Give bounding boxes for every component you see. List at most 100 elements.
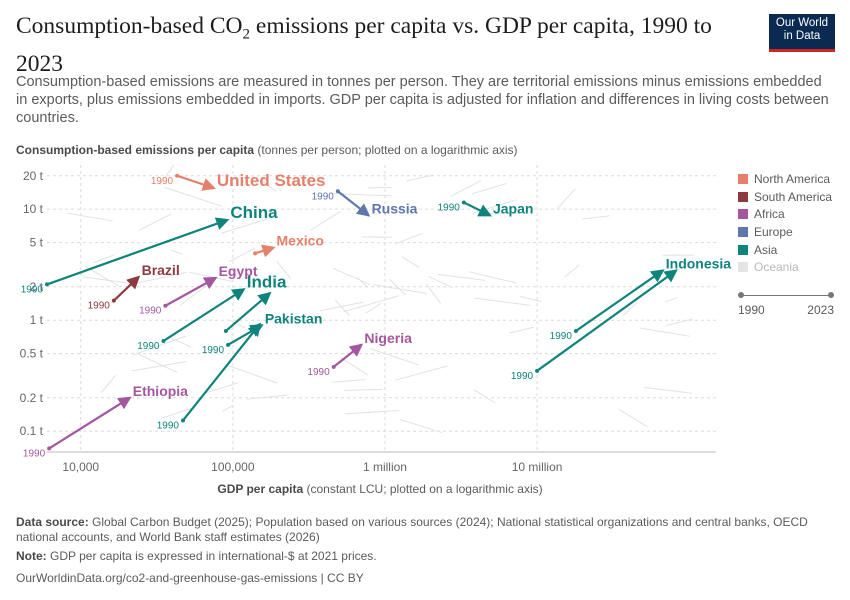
x-axis-label-rest: (constant LCU; plotted on a logarithmic …	[303, 482, 543, 496]
background-arrow	[389, 278, 406, 296]
background-arrow	[666, 318, 694, 326]
series-label: Mexico	[277, 233, 324, 249]
source-text: Global Carbon Budget (2025); Population …	[16, 515, 808, 544]
start-year-label: 1990	[438, 202, 461, 213]
series-arrow	[575, 269, 665, 332]
series-arrow	[162, 288, 246, 342]
logo-line-1: Our World	[775, 17, 829, 29]
background-arrow	[222, 405, 234, 412]
series-start-point	[180, 418, 185, 423]
y-tick-label: 0.1 t	[20, 424, 44, 438]
legend-item-asia[interactable]: Asia	[738, 241, 848, 259]
background-arrow	[437, 273, 486, 281]
background-arrow	[510, 326, 534, 334]
background-arrow	[394, 232, 423, 245]
series-start-point	[461, 200, 466, 205]
background-arrow	[159, 164, 175, 185]
start-year-label: 1990	[139, 306, 162, 317]
background-arrow	[82, 276, 127, 284]
title-subscript: 2	[242, 26, 251, 43]
series-arrow	[46, 217, 230, 286]
legend-item-south-america[interactable]: South America	[738, 188, 848, 206]
background-arrow	[474, 297, 531, 306]
timeline-slider[interactable]: 1990 2023	[738, 288, 834, 318]
series-start-point	[573, 328, 578, 333]
legend-item-africa[interactable]: Africa	[738, 205, 848, 223]
series-start-point	[335, 189, 340, 194]
background-arrow	[92, 254, 115, 264]
series-start-point	[163, 303, 168, 308]
source-url-text[interactable]: OurWorldinData.org/co2-and-greenhouse-ga…	[16, 571, 364, 585]
background-arrow	[644, 387, 692, 394]
title-main: Consumption-based CO	[16, 13, 243, 39]
start-year-label: 1990	[550, 331, 573, 342]
x-axis-label: GDP per capita (constant LCU; plotted on…	[0, 482, 760, 496]
note: Note: GDP per capita is expressed in int…	[16, 549, 836, 564]
background-arrow	[262, 181, 277, 192]
y-axis-label: Consumption-based emissions per capita (…	[16, 143, 518, 157]
start-year-label: 1990	[202, 345, 225, 356]
background-arrow	[224, 363, 278, 384]
legend-label: Asia	[754, 242, 778, 257]
legend-label: Africa	[754, 207, 785, 222]
series-start-point	[331, 364, 336, 369]
background-arrow	[473, 389, 496, 404]
start-year-label: 1990	[23, 448, 46, 459]
background-arrow	[319, 301, 364, 312]
legend-swatch	[738, 191, 748, 202]
background-arrow	[425, 283, 442, 304]
series-arrow	[176, 174, 216, 191]
start-year-label: 1990	[151, 176, 174, 187]
series-arrow	[254, 244, 276, 258]
background-arrow	[334, 299, 350, 316]
series-arrow	[536, 269, 678, 372]
background-arrow	[618, 408, 649, 428]
y-axis-label-bold: Consumption-based emissions per capita	[16, 143, 255, 157]
y-tick-label: 10 t	[23, 202, 44, 216]
start-year-label: 1990	[21, 284, 44, 295]
y-tick-label: 0.2 t	[20, 391, 44, 405]
background-arrow	[138, 213, 172, 231]
start-year-label: 1990	[88, 301, 111, 312]
title-rest: emissions per capita vs. GDP per capita,…	[16, 13, 712, 77]
background-arrow	[170, 249, 183, 255]
background-arrow	[228, 248, 255, 263]
series-label: Ethiopia	[133, 383, 188, 399]
background-arrow	[169, 336, 192, 348]
source-url[interactable]: OurWorldinData.org/co2-and-greenhouse-ga…	[16, 571, 836, 586]
background-arrow	[639, 327, 690, 337]
series-start-point	[226, 342, 231, 347]
series-label: Russia	[372, 200, 418, 216]
owid-logo[interactable]: Our World in Data	[769, 14, 835, 52]
series-label: China	[230, 203, 278, 222]
background-arrow	[67, 212, 114, 222]
start-year-label: 1990	[312, 191, 335, 202]
series-arrow	[225, 291, 272, 332]
background-arrow	[556, 188, 576, 210]
chart-subtitle: Consumption-based emissions are measured…	[16, 74, 829, 126]
legend-item-europe[interactable]: Europe	[738, 223, 848, 241]
logo-line-2: in Data	[783, 30, 821, 42]
grid-lines	[47, 165, 716, 453]
note-text: GDP per capita is expressed in internati…	[46, 549, 377, 563]
x-axis-label-bold: GDP per capita	[217, 482, 304, 496]
legend-item-oceania[interactable]: Oceania	[738, 258, 848, 276]
y-tick-label: 2 t	[30, 280, 44, 294]
series-start-point	[223, 328, 228, 333]
series-arrow	[113, 275, 141, 302]
series-arrow	[463, 201, 492, 217]
background-arrow	[343, 295, 399, 313]
background-arrow	[564, 264, 580, 278]
legend-label: South America	[754, 189, 833, 204]
background-arrow	[332, 379, 365, 383]
background-arrow	[406, 174, 433, 182]
start-year-label: 1990	[511, 371, 534, 382]
timeline-end-handle[interactable]	[828, 292, 834, 298]
series-start-point	[161, 338, 166, 343]
timeline-start-handle[interactable]	[738, 292, 744, 298]
series-arrow	[332, 343, 364, 368]
data-source: Data source: Global Carbon Budget (2025)…	[16, 515, 836, 545]
legend-item-north-america[interactable]: North America	[738, 170, 848, 188]
background-arrow	[228, 319, 246, 329]
background-arrow	[332, 267, 371, 285]
